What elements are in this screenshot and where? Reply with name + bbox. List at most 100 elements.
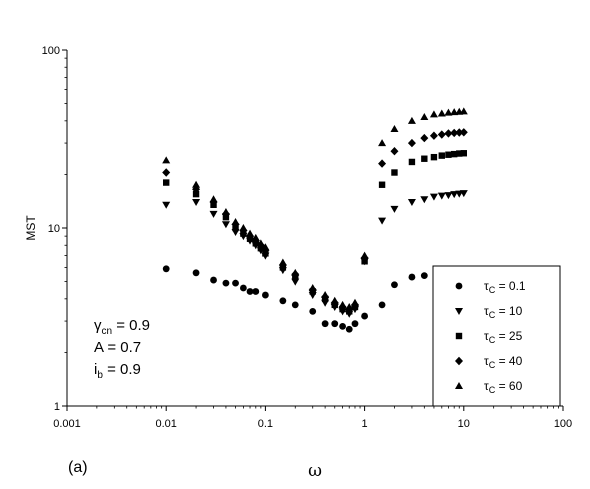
data-point [437,130,446,139]
data-point [331,320,339,328]
y-tick-label: 100 [42,45,60,57]
data-point [429,110,438,118]
y-axis-label: MST [24,215,38,241]
x-tick-label: 0.1 [258,418,273,430]
x-tick-label: 100 [554,418,572,430]
parameter-label: A = 0.7 [94,339,141,356]
data-point [407,138,416,148]
x-tick-label: 10 [458,418,470,430]
data-point [345,325,353,333]
data-point [378,301,386,309]
legend-item: τC = 10 [455,304,523,320]
data-point [459,128,468,137]
data-point [420,133,429,143]
panel-label: (a) [68,459,88,476]
data-point [429,131,438,140]
data-point [421,155,428,162]
parameter-label: ib = 0.9 [94,361,141,381]
data-point [192,180,201,188]
data-point [262,291,269,299]
data-point [460,150,467,157]
data-point [209,210,218,218]
data-point [456,150,463,157]
x-tick-label: 0.01 [155,418,176,430]
data-point [391,281,398,289]
data-point [192,269,200,277]
data-point [261,243,270,251]
data-point [438,152,445,159]
data-point [330,296,339,304]
legend-item: τC = 60 [455,379,523,395]
data-point [232,279,239,287]
legend-label: τC = 60 [484,379,523,395]
legend: τC = 0.1 τC = 10 τC = 25 τC = 40 τC = 60 [432,265,561,407]
data-point [345,302,354,310]
parameter-annotations: γcn = 0.9 A = 0.7 ib = 0.9 [94,317,150,381]
data-point [450,150,458,158]
data-point [309,307,317,315]
data-point [391,169,398,176]
data-point [444,129,453,138]
legend-box [432,265,561,407]
data-point [162,201,171,209]
x-tick-label: 0.001 [53,418,81,430]
data-point [429,193,438,201]
data-point [350,298,359,306]
data-point [390,205,399,213]
legend-marker [455,382,463,389]
data-point [321,320,329,328]
parameter-label: γcn = 0.9 [94,317,150,337]
data-point [450,191,459,199]
y-tick-label: 1 [54,401,60,413]
data-point [445,151,452,158]
data-point [408,158,416,166]
data-point [430,153,438,161]
data-point [209,195,218,203]
data-point [279,297,287,305]
data-point [163,179,170,186]
data-point [278,258,287,266]
data-point [239,284,247,292]
data-point [459,107,468,115]
x-tick-label: 1 [362,418,368,430]
data-point [450,128,459,138]
legend-marker [455,332,463,340]
data-point [360,251,369,259]
legend-label: τC = 25 [484,329,523,345]
data-point [378,217,387,225]
data-point [162,156,171,164]
data-point [361,312,368,320]
data-point [251,233,260,241]
data-point [192,190,200,198]
x-axis-label: ω [308,461,322,481]
data-point [291,301,299,309]
y-tick-label: 10 [48,223,60,235]
data-point [420,113,429,121]
data-point [437,109,446,117]
data-point [378,139,387,147]
legend-label: τC = 10 [484,304,523,320]
data-point [459,190,468,198]
legend-marker [455,282,463,290]
data-point [407,116,416,124]
plot-area [162,107,468,333]
data-point [351,320,359,328]
data-point [378,181,386,188]
data-point [291,268,300,276]
data-point [252,288,260,295]
data-point [407,198,416,206]
data-point [222,279,230,287]
data-point [221,221,230,229]
data-point [246,288,254,295]
data-point [437,192,446,200]
data-point [408,273,416,281]
data-point [239,224,248,231]
series-tau-0.1 [162,265,428,333]
data-point [162,168,171,177]
data-point [256,239,265,247]
data-point [420,196,429,204]
data-point [210,276,217,284]
data-point [221,207,230,215]
data-point [246,229,255,237]
